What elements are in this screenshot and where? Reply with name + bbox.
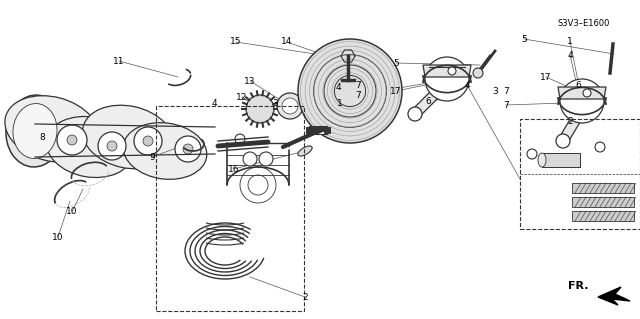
Circle shape <box>473 68 483 78</box>
Text: 4: 4 <box>335 83 341 92</box>
Text: 3: 3 <box>492 86 498 95</box>
Text: 5: 5 <box>521 34 527 43</box>
Polygon shape <box>412 76 454 117</box>
Circle shape <box>448 67 456 75</box>
Text: FR.: FR. <box>568 281 589 291</box>
Text: 15: 15 <box>230 38 242 47</box>
Ellipse shape <box>5 96 99 162</box>
Ellipse shape <box>538 153 546 167</box>
Text: 4: 4 <box>464 80 470 90</box>
Text: 2: 2 <box>302 293 308 301</box>
Circle shape <box>67 135 77 145</box>
Circle shape <box>243 152 257 166</box>
Text: 12: 12 <box>236 93 248 101</box>
Ellipse shape <box>298 146 312 156</box>
Ellipse shape <box>6 95 64 167</box>
Bar <box>520 119 640 229</box>
Text: 3: 3 <box>272 100 278 108</box>
Ellipse shape <box>13 104 57 159</box>
Circle shape <box>298 39 402 143</box>
Ellipse shape <box>124 123 207 179</box>
Text: 16: 16 <box>228 165 240 174</box>
Polygon shape <box>559 101 589 144</box>
Bar <box>156 106 304 311</box>
Text: 14: 14 <box>282 38 292 47</box>
Text: 13: 13 <box>244 77 256 85</box>
Text: 5: 5 <box>393 58 399 68</box>
Circle shape <box>175 136 201 162</box>
Text: 17: 17 <box>540 72 552 81</box>
Text: S3V3–E1600: S3V3–E1600 <box>557 19 610 28</box>
Text: 2: 2 <box>567 117 573 127</box>
Polygon shape <box>423 65 471 77</box>
Text: 11: 11 <box>113 56 125 65</box>
Text: 7: 7 <box>503 86 509 95</box>
Bar <box>542 153 580 167</box>
Ellipse shape <box>83 105 173 169</box>
Circle shape <box>408 107 422 121</box>
Circle shape <box>282 98 298 114</box>
Text: 1: 1 <box>337 100 343 108</box>
Circle shape <box>57 125 87 155</box>
Text: 8: 8 <box>39 132 45 142</box>
Text: 4: 4 <box>211 100 217 108</box>
Circle shape <box>583 89 591 97</box>
Text: 17: 17 <box>390 86 402 95</box>
Text: 9: 9 <box>149 152 155 161</box>
Circle shape <box>107 141 117 151</box>
Text: 7: 7 <box>503 100 509 109</box>
Text: 6: 6 <box>425 97 431 106</box>
Polygon shape <box>598 287 630 305</box>
Text: 10: 10 <box>52 233 64 241</box>
Ellipse shape <box>46 116 134 177</box>
Circle shape <box>560 79 604 123</box>
Text: 10: 10 <box>67 207 77 217</box>
Bar <box>572 197 634 207</box>
Circle shape <box>259 152 273 166</box>
Circle shape <box>143 136 153 146</box>
Circle shape <box>98 132 126 160</box>
Circle shape <box>246 95 274 123</box>
Bar <box>572 211 634 221</box>
Bar <box>572 183 634 193</box>
Text: 4: 4 <box>567 50 573 60</box>
Text: 7: 7 <box>355 91 361 100</box>
Circle shape <box>134 127 162 155</box>
Text: 7: 7 <box>355 80 361 90</box>
Circle shape <box>183 144 193 154</box>
Text: 6: 6 <box>575 80 581 90</box>
Circle shape <box>425 57 469 101</box>
Polygon shape <box>558 87 606 99</box>
Circle shape <box>277 93 303 119</box>
Text: 1: 1 <box>567 36 573 46</box>
Circle shape <box>556 134 570 148</box>
